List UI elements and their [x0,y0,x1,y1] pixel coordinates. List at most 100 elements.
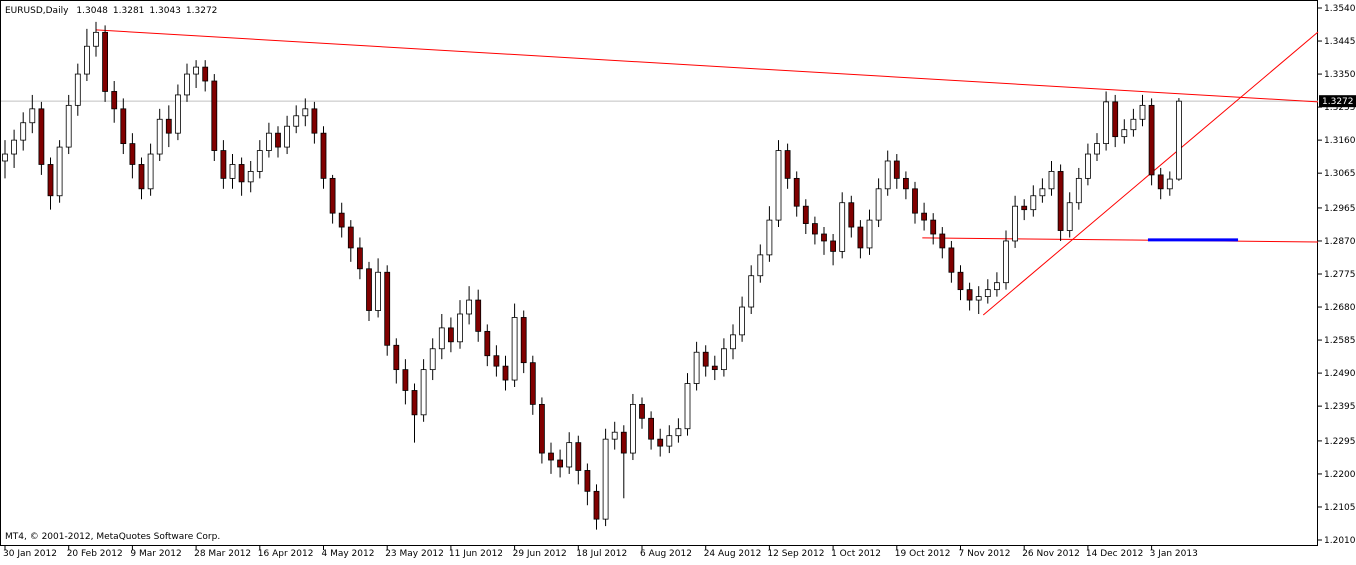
x-tick-label: 18 Jul 2012 [576,549,627,559]
candle-body [802,205,809,224]
y-tick-label: 1.3445 [1324,37,1356,47]
candle-body [702,351,709,367]
candle-body [611,431,618,440]
x-tick-label: 19 Oct 2012 [895,549,951,559]
candle-body [857,226,864,249]
candle-body [839,202,846,252]
x-tick-label: 20 Feb 2012 [67,549,123,559]
candle-body [493,355,500,367]
candle-body [202,66,209,82]
candle-body [921,212,927,221]
x-tick-label: 11 Jun 2012 [449,549,503,559]
candle-body [520,317,527,364]
candle-body [557,459,563,468]
candle-body [347,226,354,249]
candle-body [766,219,773,256]
x-tick-label: 4 May 2012 [322,549,375,559]
candle-body [1103,101,1109,145]
candle-body [893,160,900,179]
candle-body [293,115,300,127]
x-tick-label: 30 Jan 2012 [3,549,57,559]
candle-body [84,45,90,75]
y-tick-label: 1.2490 [1324,369,1356,379]
candle-body [875,188,882,221]
x-tick-label: 9 Mar 2012 [130,549,181,559]
candle-body [375,271,382,311]
candle-body [29,108,36,124]
candle-body [402,369,409,391]
chart-header: EURUSD,Daily 1.3048 1.3281 1.3043 1.3272 [5,6,217,16]
candle-body [302,108,309,117]
y-tick-label: 1.3065 [1324,169,1356,179]
candle-body [903,177,909,190]
y-tick-label: 1.2775 [1324,270,1356,280]
candle-body [548,452,554,461]
candle-body [74,73,81,106]
candle-body [1157,174,1164,190]
candle-body [739,306,745,336]
last-low: 1.3043 [149,6,181,16]
candle-body [356,247,363,270]
candle-body [630,403,636,454]
x-tick-label: 14 Dec 2012 [1086,549,1144,559]
y-tick-label: 1.3160 [1324,136,1356,146]
candle-body [47,164,54,197]
watermark: MT4, © 2001-2012, MetaQuotes Software Co… [5,532,220,542]
candle-body [721,348,727,371]
candle-body [684,383,691,430]
candle-body [65,104,72,148]
price-box-label: 1.3272 [1322,97,1354,107]
candle-body [193,66,200,75]
x-tick-label: 1 Oct 2012 [831,549,881,559]
candle-body [120,108,127,145]
candle-body [966,289,973,301]
y-tick-label: 1.3350 [1324,70,1356,80]
candle-body [730,334,736,350]
candle-body [438,327,445,350]
trend-line [922,237,1319,243]
candle-body [1121,129,1128,138]
y-tick-label: 1.2680 [1324,303,1356,313]
candle-body [1066,202,1073,231]
candle-body [184,73,190,96]
x-tick-label: 12 Sep 2012 [767,549,824,559]
x-tick-label: 23 May 2012 [385,549,444,559]
x-tick-label: 7 Nov 2012 [959,549,1011,559]
candle-body [666,435,673,447]
candle-body [102,31,108,92]
candle-body [338,212,345,228]
candle-body [284,125,291,148]
candle-body [329,177,336,214]
x-tick-label: 6 Aug 2012 [640,549,692,559]
y-tick-label: 1.2105 [1324,503,1356,513]
last-high: 1.3281 [113,6,145,16]
candle-body [994,282,1000,291]
candle-body [1003,240,1009,284]
candle-body [1021,205,1028,211]
candle-body [648,417,654,440]
x-tick-label: 3 Jan 2013 [1150,549,1198,559]
x-tick-label: 28 Mar 2012 [194,549,251,559]
candle-body [1112,101,1119,138]
candle-body [311,108,318,134]
candle-body [138,164,145,190]
candle-body [948,247,955,273]
candle-body [711,365,718,371]
candle-body [1130,118,1137,131]
candle-body [420,369,427,416]
candle-body [93,31,99,47]
candle-body [384,271,391,346]
x-tick-label: 24 Aug 2012 [704,549,762,559]
candle-body [156,118,163,155]
last-open: 1.3048 [76,6,108,16]
candle-body [957,271,964,291]
candle-body [539,403,545,454]
candle-body [466,299,473,315]
candle-body [484,330,491,357]
candle-body [821,233,827,242]
y-tick-label: 1.2010 [1324,536,1356,546]
candle-body [748,275,755,308]
candle-body [511,317,518,381]
candle-body [220,150,227,179]
candle-body [475,299,482,332]
